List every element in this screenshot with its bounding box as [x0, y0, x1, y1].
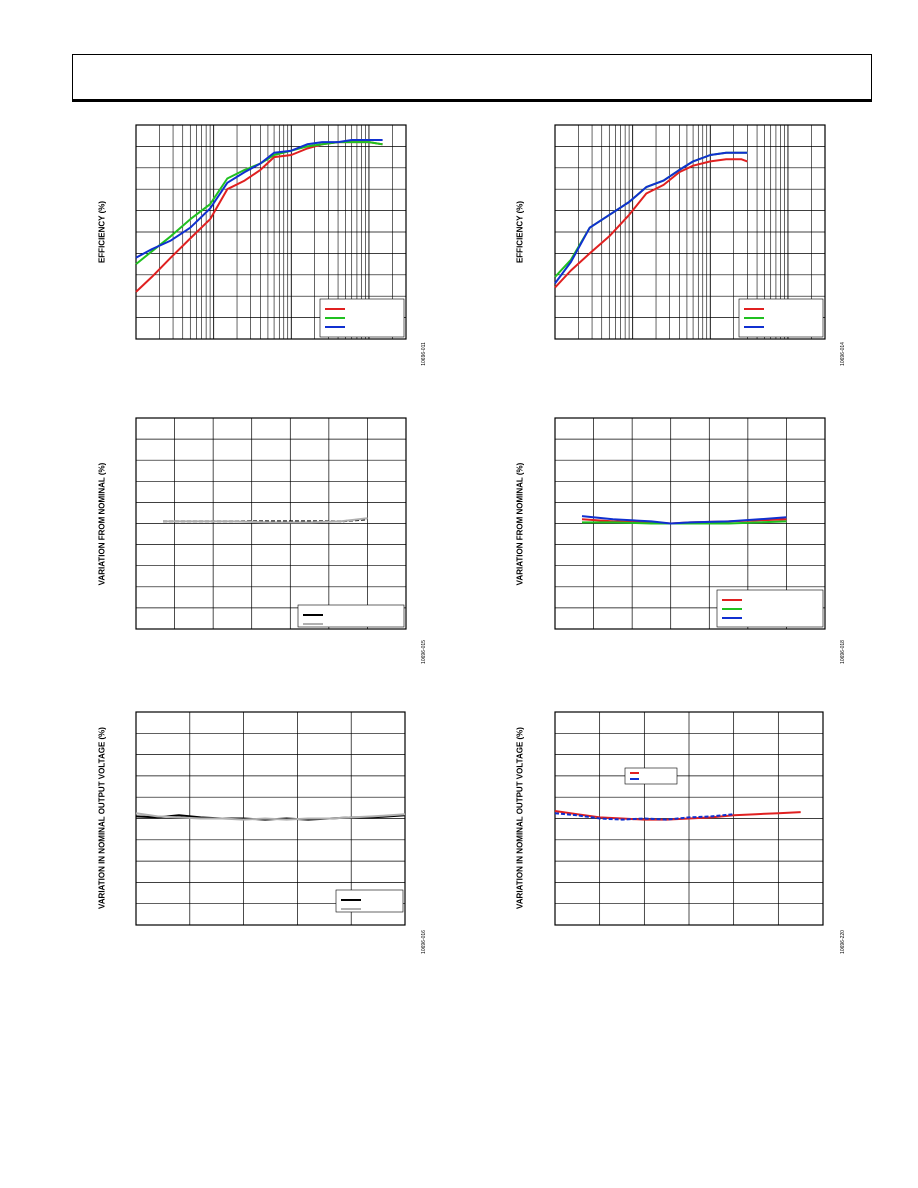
chart-6-y-axis-label: VARIATION IN NOMINAL OUTPUT VOLTAGE (%) — [515, 727, 525, 909]
c6-legend-box — [624, 767, 678, 785]
c4-legend — [716, 589, 824, 628]
c5-legend — [335, 889, 404, 913]
c4-series-3-line — [581, 515, 787, 525]
voltage-variation-chart-5 — [135, 711, 406, 926]
c1-series-3-line — [135, 139, 383, 259]
chart-2-y-axis-label: EFFICIENCY (%) — [515, 200, 525, 264]
c2-series-1-line — [554, 158, 748, 289]
c5-series-2-line — [135, 812, 406, 821]
c2-series-3-line — [554, 151, 748, 284]
c6-frame — [554, 711, 824, 926]
chart-1-figure-id: 10696-011 — [421, 342, 427, 366]
voltage-variation-chart-6-plot — [554, 711, 824, 926]
voltage-variation-chart-5-plot — [135, 711, 406, 926]
chart-4-figure-id: 10696-018 — [840, 640, 846, 664]
variation-chart-3 — [135, 417, 407, 630]
c6-legend — [624, 767, 678, 785]
efficiency-chart-2-plot — [554, 124, 826, 340]
c5-grid — [136, 712, 405, 925]
c3-frame — [135, 417, 407, 630]
chart-3-figure-id: 10696-015 — [421, 640, 427, 664]
c4-frame — [554, 417, 826, 630]
chart-6-figure-id: 10696-220 — [840, 930, 846, 954]
c1-frame — [135, 124, 407, 340]
c2-legend-box — [738, 298, 824, 338]
efficiency-chart-2 — [554, 124, 826, 340]
variation-chart-4-plot — [554, 417, 826, 630]
variation-chart-3-plot — [135, 417, 407, 630]
c3-legend — [297, 604, 405, 628]
chart-5-figure-id: 10696-016 — [421, 930, 427, 954]
c3-grid — [136, 418, 406, 629]
chart-3-y-axis-label: VARIATION FROM NOMINAL (%) — [97, 462, 107, 586]
c3-series-2-line — [163, 517, 368, 524]
c2-frame — [554, 124, 826, 340]
efficiency-chart-1-plot — [135, 124, 407, 340]
c5-frame — [135, 711, 406, 926]
c5-legend-box — [335, 889, 404, 913]
c1-legend — [319, 298, 405, 338]
c3-legend-box — [297, 604, 405, 628]
c2-legend — [738, 298, 824, 338]
chart-1-y-axis-label: EFFICIENCY (%) — [97, 200, 107, 264]
chart-5-y-axis-label: VARIATION IN NOMINAL OUTPUT VOLTAGE (%) — [97, 727, 107, 909]
efficiency-chart-1 — [135, 124, 407, 340]
variation-chart-4 — [554, 417, 826, 630]
page-header-box — [72, 54, 872, 102]
chart-2-figure-id: 10696-014 — [840, 342, 846, 366]
chart-4-y-axis-label: VARIATION FROM NOMINAL (%) — [515, 462, 525, 586]
voltage-variation-chart-6 — [554, 711, 824, 926]
